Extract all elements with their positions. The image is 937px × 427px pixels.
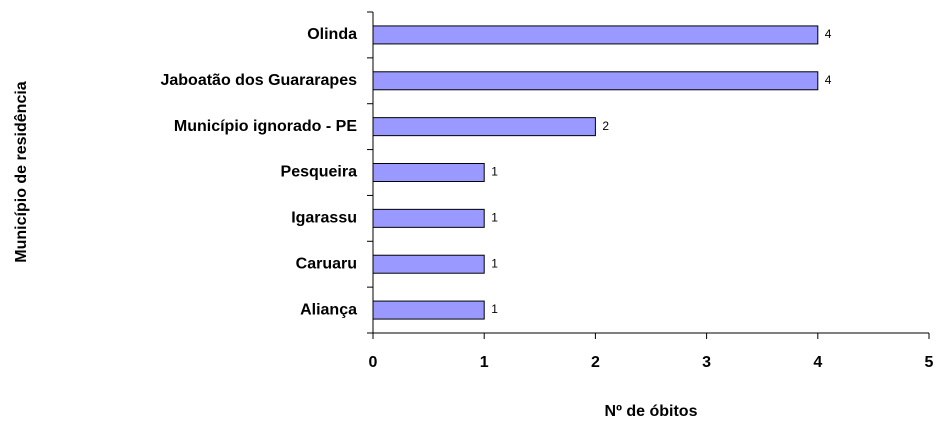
data-label: 2 bbox=[602, 119, 609, 133]
data-label: 1 bbox=[491, 165, 498, 179]
y-tick-label: Caruaru bbox=[296, 255, 357, 272]
bar bbox=[372, 163, 485, 182]
x-tick-label: 1 bbox=[480, 354, 489, 371]
x-tick-label: 3 bbox=[702, 354, 711, 371]
bar bbox=[372, 117, 596, 137]
data-label: 1 bbox=[491, 256, 498, 270]
y-tick-label: Pesqueira bbox=[281, 164, 358, 181]
y-tick-label: Aliança bbox=[300, 301, 357, 318]
bar bbox=[372, 300, 485, 320]
x-axis-title: Nº de óbitos bbox=[605, 403, 698, 420]
y-tick-label: Igarassu bbox=[291, 210, 357, 227]
bar bbox=[372, 71, 819, 91]
x-tick-label: 2 bbox=[591, 354, 600, 371]
data-label: 1 bbox=[491, 302, 498, 316]
x-tick-label: 5 bbox=[925, 354, 934, 371]
bar bbox=[372, 208, 485, 228]
y-tick-label: Olinda bbox=[307, 26, 357, 43]
y-tick-label: Município ignorado - PE bbox=[174, 118, 357, 135]
data-label: 1 bbox=[491, 211, 498, 225]
data-label: 4 bbox=[825, 73, 832, 87]
x-tick-label: 0 bbox=[369, 354, 378, 371]
y-axis-title: Município de residência bbox=[13, 81, 30, 262]
y-tick-label: Jaboatão dos Guararapes bbox=[160, 72, 357, 89]
x-tick-label: 4 bbox=[813, 354, 822, 371]
bar bbox=[372, 25, 819, 45]
data-label: 4 bbox=[825, 27, 832, 41]
bar bbox=[372, 254, 485, 274]
